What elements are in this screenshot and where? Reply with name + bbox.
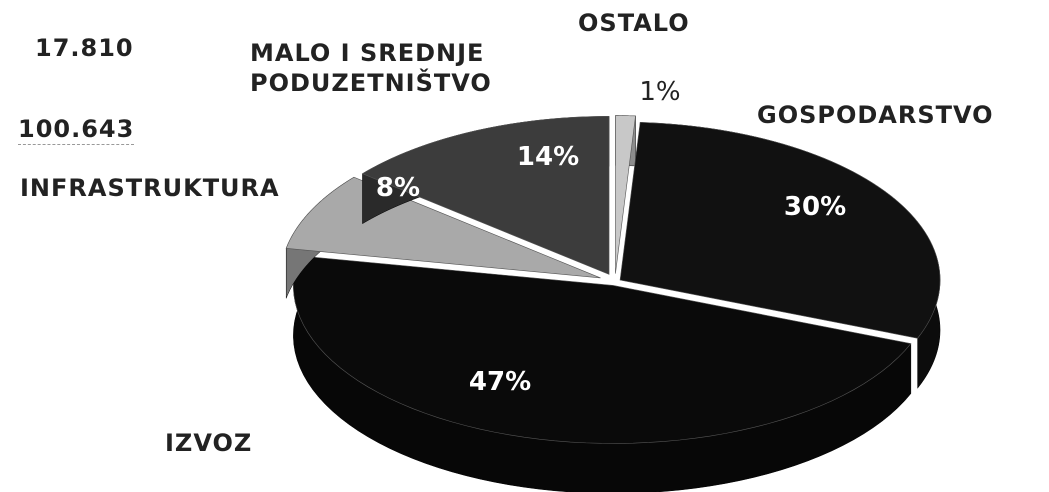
- category-label: INFRASTRUKTURA: [20, 174, 280, 202]
- value-label: 1%: [639, 77, 681, 107]
- category-label: OSTALO: [578, 9, 690, 37]
- annotation: 100.643: [18, 115, 135, 145]
- annotation: 17.810: [35, 34, 134, 62]
- value-label: 8%: [375, 173, 421, 203]
- slice-top: [293, 255, 912, 444]
- value-label: 47%: [468, 367, 532, 397]
- pie-slice: [619, 122, 941, 389]
- value-label: 14%: [516, 142, 580, 172]
- category-label: MALO I SREDNJE PODUZETNIŠTVO: [250, 39, 492, 97]
- category-label: GOSPODARSTVO: [757, 101, 994, 129]
- pie-slice: [293, 255, 912, 492]
- pie-slice: [361, 116, 610, 275]
- slice-top: [619, 122, 941, 339]
- slice-top: [615, 115, 636, 274]
- slice-top: [361, 116, 610, 275]
- pie-slice: [615, 115, 636, 274]
- category-label: IZVOZ: [165, 429, 253, 457]
- value-label: 30%: [783, 192, 847, 222]
